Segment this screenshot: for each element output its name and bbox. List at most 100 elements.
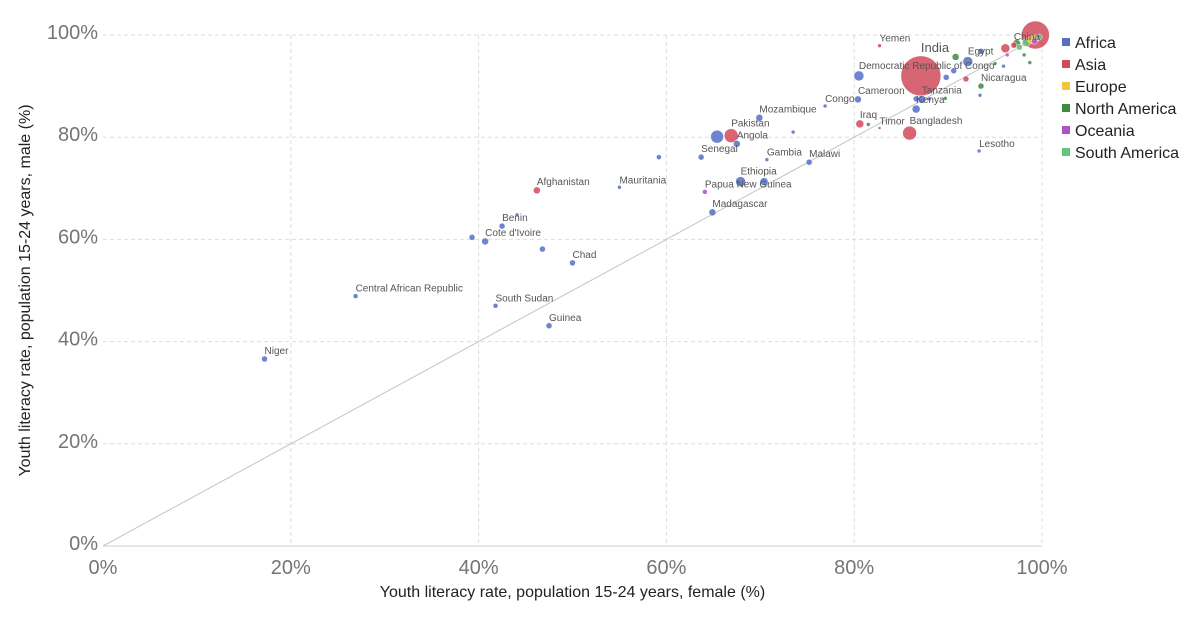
legend-label: North America [1075, 101, 1176, 118]
data-point [790, 129, 796, 135]
x-tick-label: 80% [834, 557, 874, 579]
point-label: Senegal [701, 144, 738, 155]
data-point [866, 122, 871, 127]
data-point [1000, 43, 1011, 54]
data-point [533, 186, 541, 195]
point-label: Gambia [767, 148, 802, 159]
reference-line [102, 34, 1043, 547]
y-tick-label: 100% [47, 22, 98, 44]
legend-label: Asia [1075, 57, 1106, 74]
data-point [853, 70, 865, 82]
point-label: Lesotho [979, 139, 1015, 150]
legend-swatch [1062, 82, 1070, 90]
data-point [697, 153, 705, 161]
point-label: Democratic Republic of Congo [859, 61, 995, 72]
data-point [708, 208, 717, 217]
data-point [854, 95, 862, 104]
data-point [733, 140, 741, 148]
data-point [539, 245, 546, 253]
data-point [352, 293, 359, 299]
x-axis-title: Youth literacy rate, population 15-24 ye… [380, 584, 765, 601]
data-point [468, 234, 476, 241]
point-label: Malawi [809, 149, 840, 160]
data-point [656, 154, 662, 160]
x-tick-label: 60% [646, 557, 686, 579]
data-point [498, 222, 506, 230]
data-point [481, 237, 489, 246]
point-label: Bangladesh [910, 116, 963, 127]
data-point [702, 189, 708, 195]
data-point [927, 96, 932, 102]
point-layer [261, 20, 1050, 363]
data-point [1016, 44, 1023, 51]
data-point [950, 67, 957, 75]
point-label: Benin [502, 213, 528, 224]
y-tick-label: 0% [69, 533, 98, 555]
y-tick-label: 60% [58, 226, 98, 248]
data-point [962, 56, 974, 67]
legend: Africa Asia Europe North America Oceania Sout… [1062, 35, 1179, 162]
data-point [962, 75, 970, 83]
data-point [617, 185, 622, 190]
data-point [822, 103, 828, 109]
point-label: South Sudan [496, 293, 554, 304]
data-point [1035, 33, 1043, 41]
point-label: Tanzania [922, 85, 962, 96]
data-point [764, 157, 770, 162]
x-tick-label: 0% [89, 557, 118, 579]
point-label: Iraq [860, 110, 877, 121]
point-label: Guinea [549, 313, 582, 324]
data-point [1001, 63, 1006, 69]
point-label: Cameroon [858, 86, 905, 97]
data-point [902, 125, 917, 141]
data-point [943, 96, 948, 101]
data-point [855, 119, 865, 129]
data-point [759, 177, 769, 186]
point-label: Afghanistan [537, 177, 590, 188]
point-label: Nicaragua [981, 73, 1027, 84]
data-point [805, 158, 813, 166]
point-label-layer: Niger Central African Republic South Sudan… [265, 32, 1041, 357]
point-label: Mozambique [759, 104, 817, 115]
point-label: Mauritania [619, 175, 666, 186]
point-label: Congo [825, 94, 855, 105]
data-point [977, 48, 985, 55]
data-point [992, 61, 998, 66]
legend-label: Africa [1075, 35, 1116, 52]
data-point [877, 126, 882, 130]
data-point [977, 93, 983, 98]
point-label: Central African Republic [356, 284, 463, 295]
data-point [1021, 52, 1027, 58]
point-label: Ethiopia [741, 167, 778, 178]
legend-label: South America [1075, 145, 1179, 162]
point-label: Kenya [916, 95, 945, 106]
point-label: Chad [573, 250, 597, 261]
point-label: India [921, 40, 950, 55]
y-tick-label: 80% [58, 124, 98, 146]
data-point [710, 129, 724, 144]
point-label: Yemen [880, 34, 911, 45]
point-label: Egypt [968, 47, 994, 58]
data-point [569, 259, 576, 267]
legend-label: Europe [1075, 79, 1127, 96]
point-label: Angola [737, 130, 769, 141]
point-label: Timor [880, 117, 906, 128]
legend-swatch [1062, 104, 1070, 112]
data-point [755, 114, 764, 122]
legend-swatch [1062, 148, 1070, 156]
data-point [514, 212, 520, 218]
data-point [942, 74, 950, 81]
y-axis-title: Youth literacy rate, population 15-24 ye… [17, 104, 34, 476]
data-point [951, 53, 960, 61]
data-point [1031, 37, 1038, 45]
data-point [911, 104, 921, 114]
x-tick-label: 20% [271, 557, 311, 579]
x-tick-label: 40% [459, 557, 499, 579]
data-point [1010, 41, 1018, 49]
data-point [735, 176, 746, 187]
data-point [545, 322, 553, 330]
legend-label: Oceania [1075, 123, 1135, 140]
point-label: Niger [265, 346, 290, 357]
